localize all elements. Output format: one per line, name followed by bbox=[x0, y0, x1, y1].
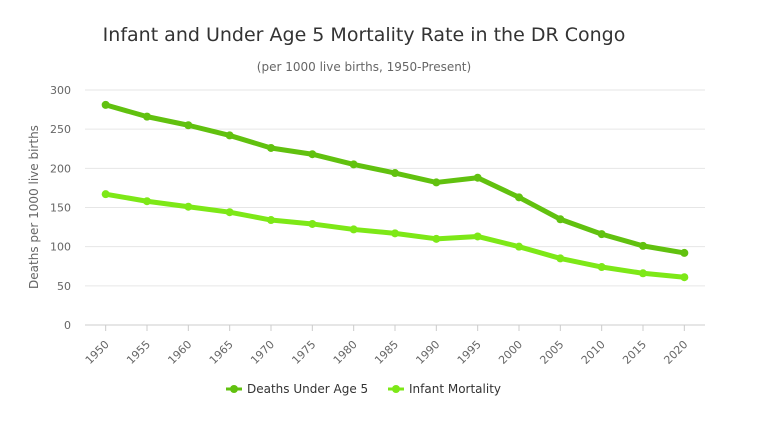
chart-subtitle: (per 1000 live births, 1950-Present) bbox=[256, 60, 472, 74]
y-axis: 0 50 100 150 200 250 300 bbox=[50, 84, 71, 332]
x-tick-label: 1985 bbox=[372, 338, 401, 367]
x-tick-label: 2000 bbox=[496, 338, 525, 367]
data-point[interactable] bbox=[473, 232, 482, 241]
x-tick-label: 1955 bbox=[124, 338, 153, 367]
data-point[interactable] bbox=[267, 143, 275, 152]
y-tick-label: 300 bbox=[50, 84, 71, 97]
data-point[interactable] bbox=[308, 219, 317, 228]
data-point[interactable] bbox=[639, 241, 647, 250]
data-point[interactable] bbox=[308, 150, 317, 159]
data-point[interactable] bbox=[432, 178, 441, 187]
data-point[interactable] bbox=[515, 242, 523, 251]
legend-swatch-marker bbox=[230, 385, 238, 393]
x-tick-label: 1965 bbox=[207, 338, 236, 367]
data-point[interactable] bbox=[556, 254, 565, 263]
legend[interactable]: Deaths Under Age 5 Infant Mortality bbox=[226, 382, 501, 396]
y-axis-title: Deaths per 1000 live births bbox=[27, 125, 41, 289]
data-point[interactable] bbox=[680, 248, 689, 257]
x-tick-label: 1970 bbox=[248, 338, 277, 367]
chart-title: Infant and Under Age 5 Mortality Rate in… bbox=[102, 24, 626, 46]
data-point[interactable] bbox=[225, 208, 234, 217]
legend-item[interactable]: Deaths Under Age 5 bbox=[226, 382, 368, 396]
legend-swatch-marker bbox=[392, 385, 400, 393]
data-point[interactable] bbox=[349, 225, 358, 234]
data-point[interactable] bbox=[101, 100, 110, 109]
x-tick-label: 1980 bbox=[331, 338, 360, 367]
data-point[interactable] bbox=[184, 121, 193, 130]
x-tick-label: 2015 bbox=[620, 338, 649, 367]
x-axis: 1950 1955 1960 1965 1970 1975 1980 1985 1990 1995… bbox=[83, 325, 690, 367]
y-tick-label: 200 bbox=[50, 162, 71, 175]
data-point[interactable] bbox=[349, 160, 358, 169]
x-tick-label: 2005 bbox=[537, 338, 566, 367]
data-point[interactable] bbox=[556, 215, 565, 224]
data-point[interactable] bbox=[267, 216, 275, 225]
legend-label: Deaths Under Age 5 bbox=[247, 382, 368, 396]
y-tick-label: 0 bbox=[64, 319, 71, 332]
x-tick-label: 2010 bbox=[579, 338, 608, 367]
x-tick-label: 1975 bbox=[289, 338, 318, 367]
y-tick-label: 100 bbox=[50, 241, 71, 254]
legend-item[interactable]: Infant Mortality bbox=[388, 382, 501, 396]
x-tick-label: 1990 bbox=[413, 338, 442, 367]
legend-label: Infant Mortality bbox=[409, 382, 501, 396]
y-tick-label: 250 bbox=[50, 123, 71, 136]
x-tick-label: 1995 bbox=[455, 338, 484, 367]
x-tick-label: 2020 bbox=[661, 338, 690, 367]
data-point[interactable] bbox=[101, 190, 110, 199]
data-point[interactable] bbox=[432, 234, 441, 243]
data-point[interactable] bbox=[639, 269, 647, 278]
data-point[interactable] bbox=[184, 202, 193, 211]
data-point[interactable] bbox=[391, 229, 399, 238]
series-2 bbox=[101, 190, 689, 282]
data-point[interactable] bbox=[225, 131, 234, 140]
data-point[interactable] bbox=[143, 112, 151, 121]
y-tick-label: 150 bbox=[50, 202, 71, 215]
data-point[interactable] bbox=[597, 230, 606, 239]
data-point[interactable] bbox=[597, 263, 606, 272]
series-1 bbox=[101, 100, 689, 257]
y-tick-label: 50 bbox=[57, 280, 71, 293]
data-point[interactable] bbox=[143, 197, 151, 206]
x-tick-label: 1950 bbox=[83, 338, 112, 367]
x-tick-label: 1960 bbox=[165, 338, 194, 367]
data-point[interactable] bbox=[473, 173, 482, 182]
data-point[interactable] bbox=[391, 169, 399, 178]
series-lines bbox=[101, 100, 689, 282]
data-point[interactable] bbox=[515, 193, 523, 202]
data-point[interactable] bbox=[680, 273, 689, 282]
